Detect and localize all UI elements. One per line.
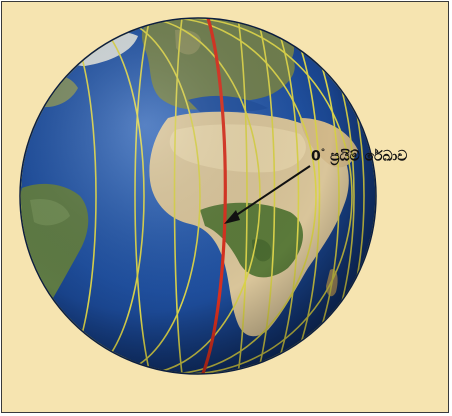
pointer-arrow bbox=[224, 165, 311, 224]
label-degree: 0 bbox=[311, 148, 321, 165]
label-text: ප්‍රයිම් රේඛාව bbox=[330, 148, 408, 165]
prime-meridian-label: 0° ප්‍රයිම් රේඛාව bbox=[311, 148, 407, 165]
label-degree-symbol: ° bbox=[320, 148, 326, 158]
